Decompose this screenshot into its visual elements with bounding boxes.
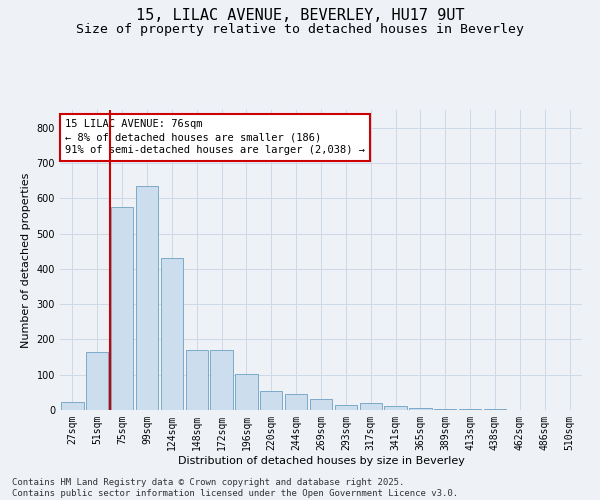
Bar (185, 350, 208, 410)
Bar (359, 403, 382, 410)
Bar (136, 186, 158, 410)
Text: 15 LILAC AVENUE: 76sqm
← 8% of detached houses are smaller (186)
91% of semi-det: 15 LILAC AVENUE: 76sqm ← 8% of detached … (65, 119, 365, 156)
Bar (385, 406, 407, 410)
Bar (310, 400, 332, 410)
Bar (211, 350, 233, 410)
Y-axis label: Number of detached properties: Number of detached properties (21, 172, 31, 348)
Text: Size of property relative to detached houses in Beverley: Size of property relative to detached ho… (76, 22, 524, 36)
Bar (111, 207, 133, 410)
Bar (235, 374, 257, 410)
Text: 15, LILAC AVENUE, BEVERLEY, HU17 9UT: 15, LILAC AVENUE, BEVERLEY, HU17 9UT (136, 8, 464, 22)
Bar (61, 402, 83, 410)
X-axis label: Distribution of detached houses by size in Beverley: Distribution of detached houses by size … (178, 456, 464, 466)
Bar (285, 394, 307, 410)
Text: Contains HM Land Registry data © Crown copyright and database right 2025.
Contai: Contains HM Land Registry data © Crown c… (12, 478, 458, 498)
Bar (434, 408, 457, 410)
Bar (161, 258, 183, 410)
Bar (86, 352, 109, 410)
Bar (409, 408, 431, 410)
Bar (260, 390, 283, 410)
Bar (335, 404, 357, 410)
Bar (459, 409, 481, 410)
